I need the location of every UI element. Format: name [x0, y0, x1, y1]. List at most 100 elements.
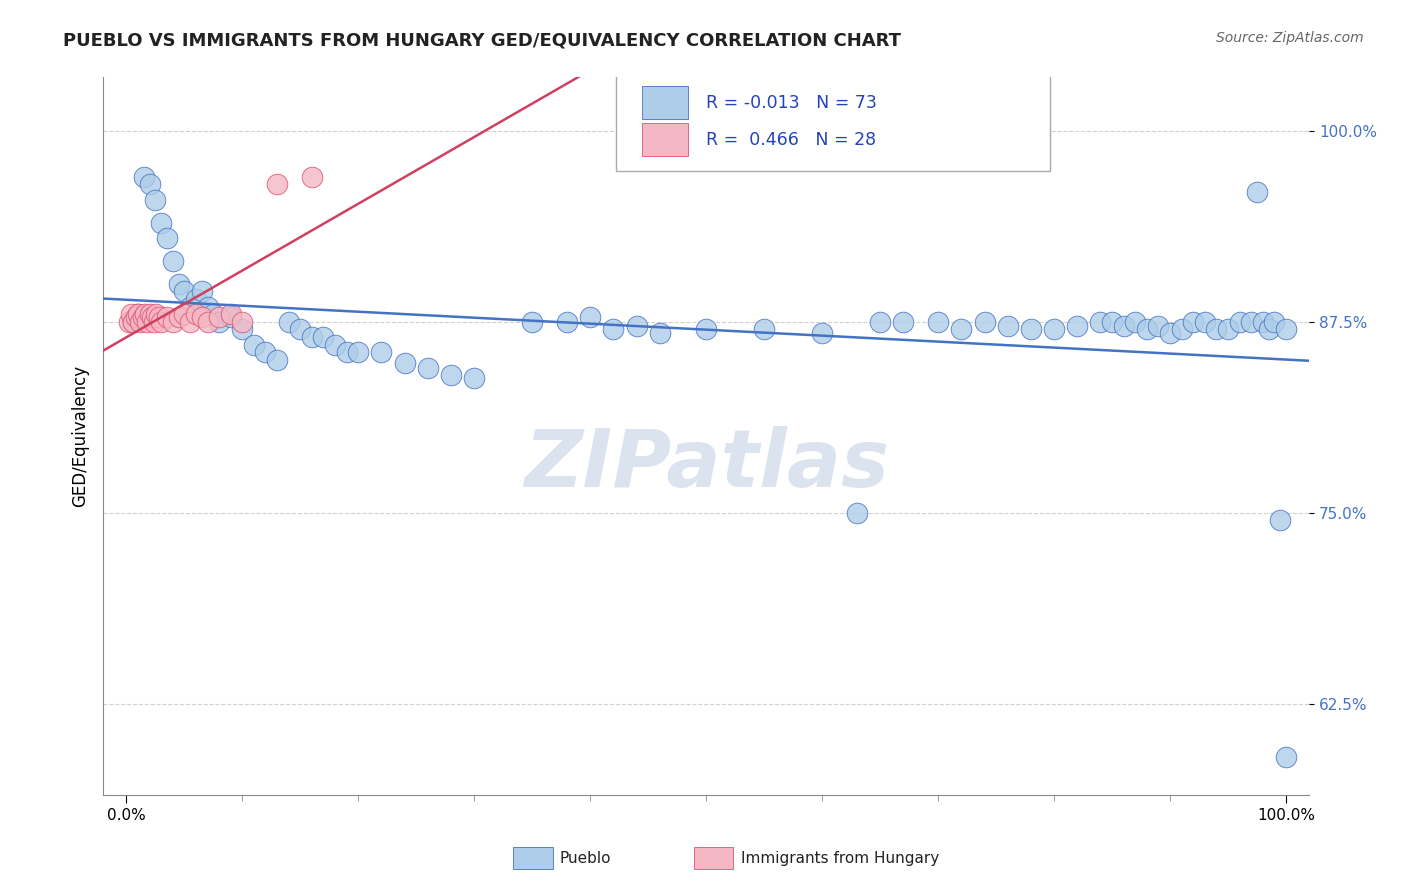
Point — [190, 285, 212, 299]
Text: R = -0.013   N = 73: R = -0.013 N = 73 — [706, 94, 877, 112]
Point — [219, 310, 242, 325]
Point — [231, 315, 253, 329]
Point — [129, 315, 152, 329]
Point — [1043, 322, 1066, 336]
Point — [254, 345, 277, 359]
Point — [648, 326, 671, 340]
Point — [1147, 319, 1170, 334]
Point — [811, 326, 834, 340]
Point — [301, 169, 323, 184]
Point — [522, 315, 544, 329]
Point — [173, 307, 195, 321]
Point — [752, 322, 775, 336]
Point — [138, 178, 160, 192]
Point — [927, 315, 949, 329]
Point — [440, 368, 463, 383]
Point — [138, 307, 160, 321]
Point — [347, 345, 370, 359]
Point — [184, 292, 207, 306]
Text: R =  0.466   N = 28: R = 0.466 N = 28 — [706, 131, 876, 149]
Point — [1159, 326, 1181, 340]
Point — [555, 315, 578, 329]
Point — [1194, 315, 1216, 329]
Point — [301, 330, 323, 344]
Point — [150, 315, 173, 329]
Point — [231, 322, 253, 336]
Point — [1170, 322, 1192, 336]
Point — [219, 307, 242, 321]
Point — [143, 315, 166, 329]
Point — [127, 307, 149, 321]
Bar — [643, 123, 688, 156]
Point — [190, 310, 212, 325]
Point — [156, 310, 179, 325]
Point — [416, 360, 439, 375]
Point — [695, 322, 717, 336]
Point — [202, 307, 225, 321]
Bar — [643, 86, 688, 119]
Point — [117, 315, 139, 329]
Point — [197, 300, 219, 314]
Point — [156, 231, 179, 245]
Point — [1090, 315, 1112, 329]
Point — [127, 307, 149, 321]
Point — [1112, 319, 1135, 334]
Point — [973, 315, 995, 329]
Point — [1216, 322, 1239, 336]
Point — [150, 215, 173, 229]
Point — [143, 193, 166, 207]
Point — [1246, 185, 1268, 199]
Text: ZIPatlas: ZIPatlas — [523, 426, 889, 504]
Point — [179, 315, 201, 329]
Point — [208, 315, 231, 329]
Point — [290, 322, 312, 336]
Point — [950, 322, 973, 336]
Point — [1240, 315, 1263, 329]
Point — [120, 307, 142, 321]
Point — [1275, 750, 1298, 764]
Point — [122, 315, 145, 329]
Point — [336, 345, 359, 359]
FancyBboxPatch shape — [616, 74, 1050, 170]
Point — [167, 310, 190, 325]
Point — [1205, 322, 1227, 336]
Point — [132, 169, 155, 184]
Point — [997, 319, 1019, 334]
Text: Source: ZipAtlas.com: Source: ZipAtlas.com — [1216, 31, 1364, 45]
Point — [124, 310, 146, 325]
Point — [162, 315, 184, 329]
Point — [266, 353, 288, 368]
Point — [173, 285, 195, 299]
Point — [134, 307, 156, 321]
Point — [1229, 315, 1251, 329]
Point — [243, 337, 266, 351]
Point — [1123, 315, 1146, 329]
Point — [197, 315, 219, 329]
Text: PUEBLO VS IMMIGRANTS FROM HUNGARY GED/EQUIVALENCY CORRELATION CHART: PUEBLO VS IMMIGRANTS FROM HUNGARY GED/EQ… — [63, 31, 901, 49]
Point — [312, 330, 335, 344]
Point — [626, 319, 648, 334]
Point — [394, 356, 416, 370]
Point — [845, 506, 868, 520]
Point — [1263, 315, 1285, 329]
Point — [370, 345, 392, 359]
Point — [1182, 315, 1205, 329]
Text: Pueblo: Pueblo — [560, 851, 612, 865]
Point — [1019, 322, 1042, 336]
Point — [891, 315, 914, 329]
Point — [1257, 322, 1279, 336]
Point — [1275, 322, 1298, 336]
Point — [1066, 319, 1088, 334]
Point — [1270, 513, 1292, 527]
Point — [208, 310, 231, 325]
Point — [579, 310, 602, 325]
Point — [179, 300, 201, 314]
Point — [1251, 315, 1274, 329]
Point — [145, 307, 167, 321]
Point — [141, 310, 163, 325]
Point — [463, 371, 485, 385]
Point — [277, 315, 299, 329]
Point — [131, 310, 153, 325]
Point — [162, 253, 184, 268]
Y-axis label: GED/Equivalency: GED/Equivalency — [72, 366, 89, 508]
